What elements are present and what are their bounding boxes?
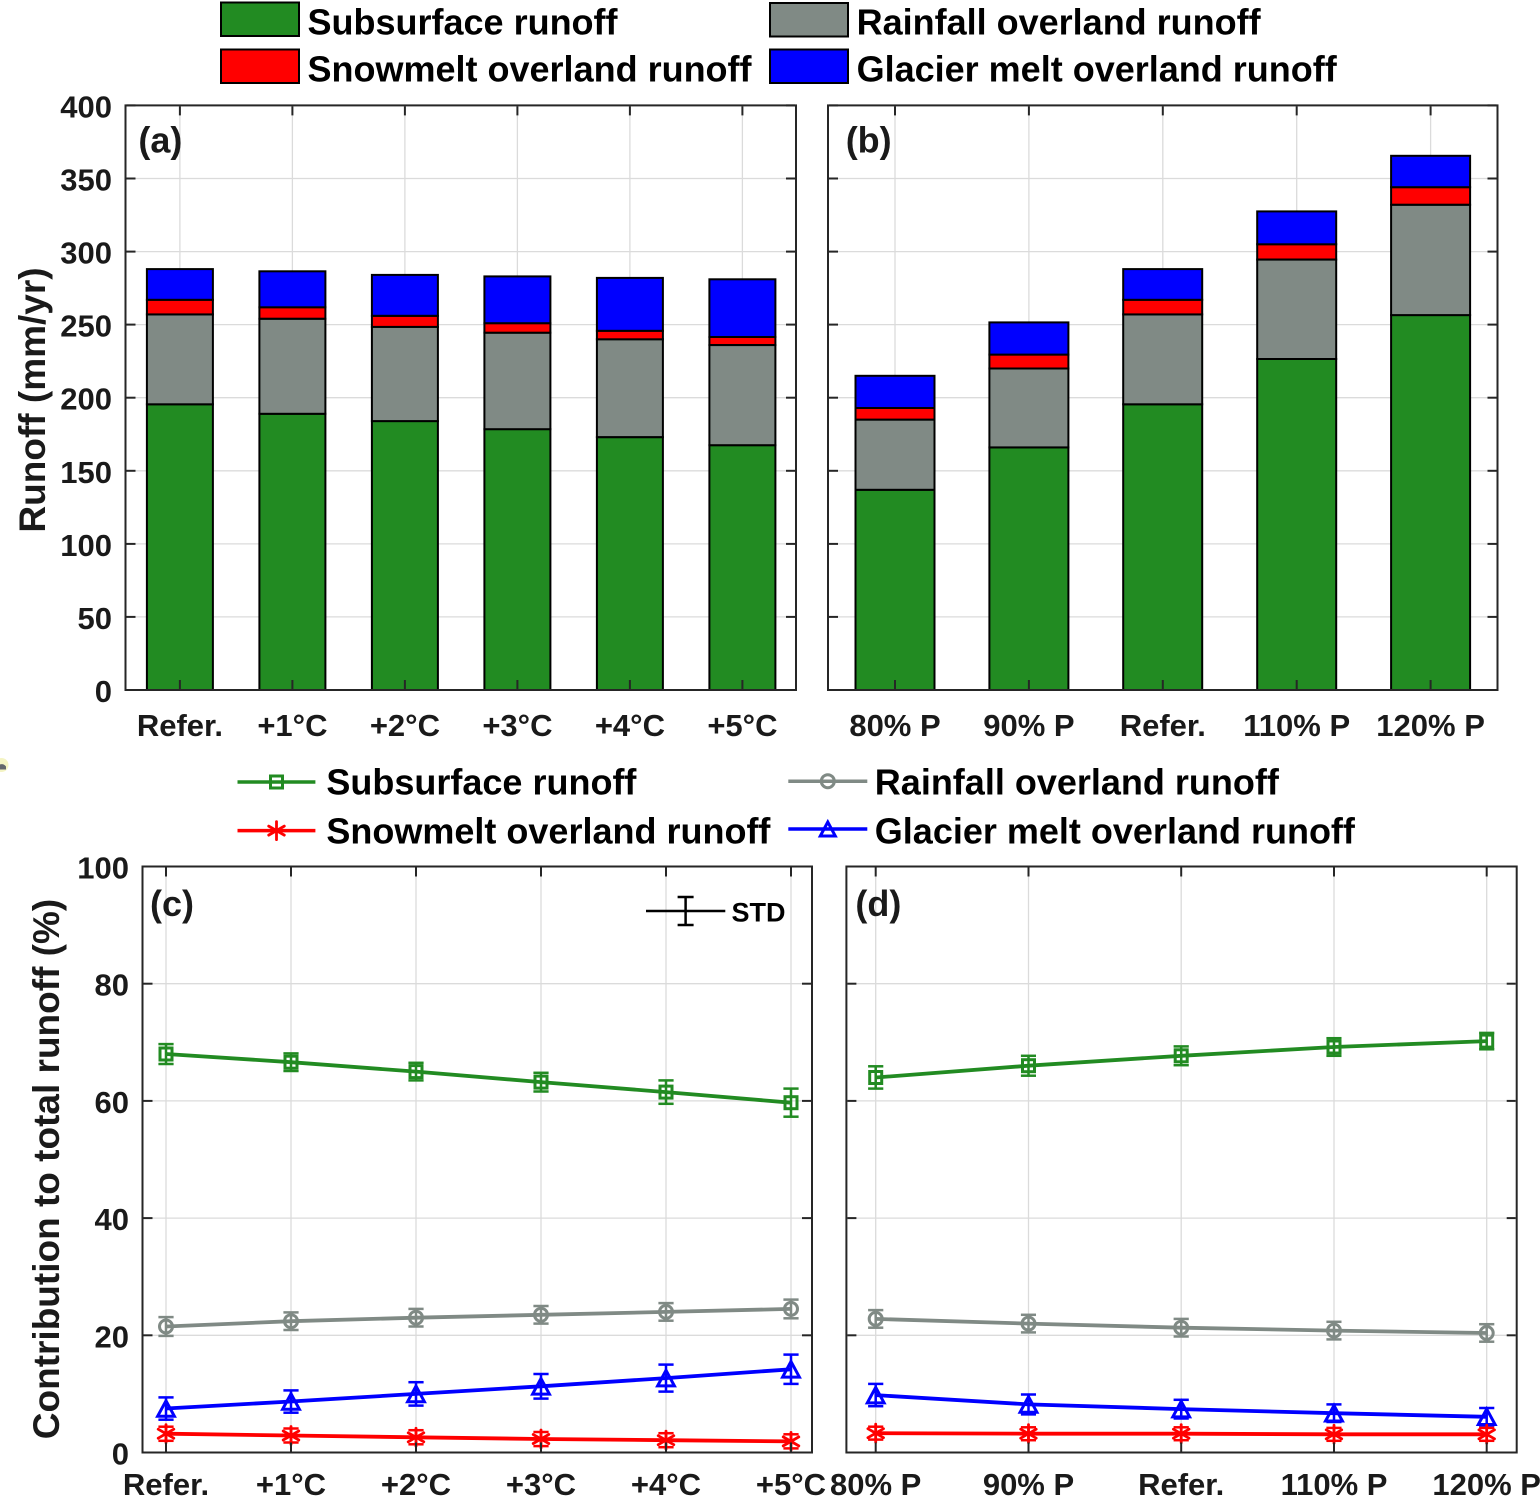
svg-text:20: 20 <box>95 1319 129 1354</box>
svg-text:80% P: 80% P <box>849 708 940 743</box>
svg-text:Glacier melt overland runoff: Glacier melt overland runoff <box>857 49 1338 90</box>
svg-text:+4°C: +4°C <box>595 708 665 743</box>
svg-text:Contribution to total runoff (: Contribution to total runoff (%) <box>26 899 67 1439</box>
svg-text:80: 80 <box>95 968 129 1003</box>
svg-text:+5°C: +5°C <box>707 708 777 743</box>
svg-text:350: 350 <box>60 163 112 198</box>
svg-text:Snowmelt overland runoff: Snowmelt overland runoff <box>326 810 771 851</box>
svg-text:+2°C: +2°C <box>370 708 440 743</box>
svg-text:150: 150 <box>60 455 112 490</box>
svg-text:Refer.: Refer. <box>137 708 223 743</box>
svg-text:Runoff (mm/yr): Runoff (mm/yr) <box>12 267 53 532</box>
svg-text:90% P: 90% P <box>983 1467 1074 1500</box>
svg-text:200: 200 <box>60 382 112 417</box>
svg-text:120% P: 120% P <box>1432 1467 1540 1500</box>
svg-text:0: 0 <box>112 1437 129 1472</box>
svg-text:+1°C: +1°C <box>256 1467 326 1500</box>
svg-text:Snowmelt overland runoff: Snowmelt overland runoff <box>308 49 753 90</box>
svg-text:90% P: 90% P <box>983 708 1074 743</box>
svg-text:110% P: 110% P <box>1281 1467 1388 1500</box>
svg-text:Refer.: Refer. <box>1120 708 1206 743</box>
svg-text:400: 400 <box>60 89 112 124</box>
svg-text:120% P: 120% P <box>1376 708 1485 743</box>
svg-text:300: 300 <box>60 236 112 271</box>
svg-text:+3°C: +3°C <box>506 1467 576 1500</box>
svg-text:+1°C: +1°C <box>257 708 327 743</box>
svg-text:+5°C: +5°C <box>756 1467 826 1500</box>
svg-text:110% P: 110% P <box>1243 708 1350 743</box>
svg-text:100: 100 <box>77 851 129 886</box>
svg-text:Refer.: Refer. <box>1138 1467 1224 1500</box>
svg-text:(c): (c) <box>150 883 194 924</box>
svg-text:Rainfall overland runoff: Rainfall overland runoff <box>857 2 1262 43</box>
svg-text:60: 60 <box>95 1085 129 1120</box>
svg-text:Glacier melt overland runoff: Glacier melt overland runoff <box>875 810 1356 851</box>
svg-text:(a): (a) <box>138 120 182 161</box>
svg-text:0: 0 <box>95 674 112 709</box>
svg-text:Refer.: Refer. <box>123 1467 209 1500</box>
svg-text:50: 50 <box>78 601 112 636</box>
svg-text:(b): (b) <box>846 120 892 161</box>
svg-text:250: 250 <box>60 309 112 344</box>
svg-text:(d): (d) <box>855 883 901 924</box>
svg-text:+4°C: +4°C <box>631 1467 701 1500</box>
svg-text:Subsurface runoff: Subsurface runoff <box>326 762 637 803</box>
svg-text:+2°C: +2°C <box>381 1467 451 1500</box>
svg-text:Rainfall overland runoff: Rainfall overland runoff <box>875 762 1280 803</box>
svg-text:+3°C: +3°C <box>482 708 552 743</box>
svg-text:80% P: 80% P <box>830 1467 921 1500</box>
svg-text:Subsurface runoff: Subsurface runoff <box>308 2 619 43</box>
svg-text:100: 100 <box>60 528 112 563</box>
svg-text:40: 40 <box>95 1202 129 1237</box>
svg-text:STD: STD <box>732 898 786 928</box>
